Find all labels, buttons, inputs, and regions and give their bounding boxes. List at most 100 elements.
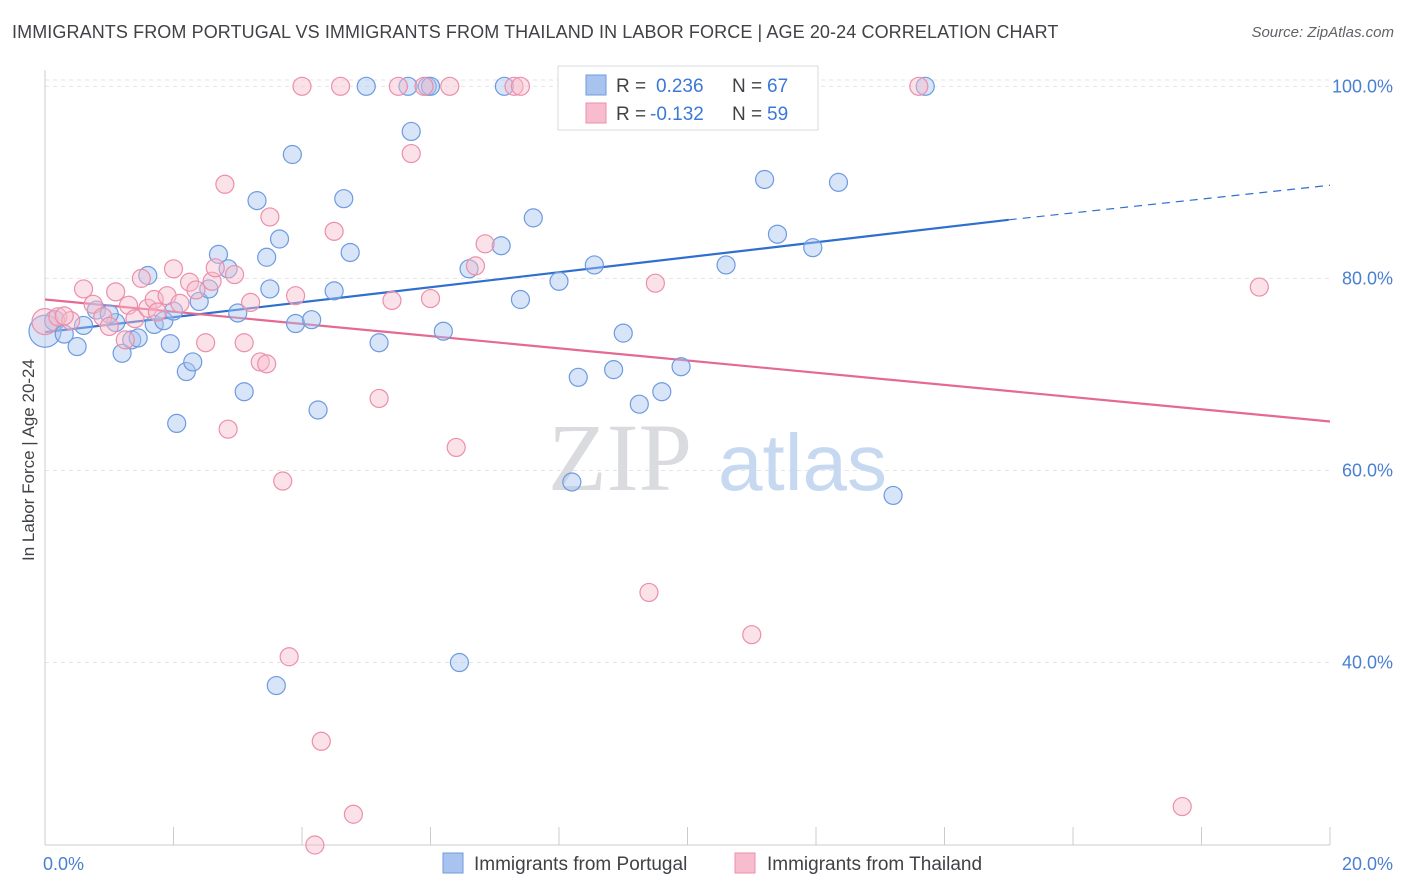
point-portugal xyxy=(883,485,903,506)
watermark: ZIP atlas xyxy=(548,404,887,511)
source-label: Source: ZipAtlas.com xyxy=(1251,24,1394,41)
point-portugal xyxy=(334,189,354,209)
point-thailand xyxy=(179,272,200,292)
point-thailand xyxy=(54,306,74,326)
bottom-legend-swatch-portugal xyxy=(442,852,464,874)
legend-swatch-thailand xyxy=(585,102,607,124)
point-portugal xyxy=(584,255,604,275)
y-tick-label: 100.0% xyxy=(1332,76,1393,96)
x-tick-label: 0.0% xyxy=(43,854,84,874)
point-thailand xyxy=(742,625,762,645)
chart-title: IMMIGRANTS FROM PORTUGAL VS IMMIGRANTS F… xyxy=(12,22,1059,42)
point-thailand xyxy=(170,293,190,313)
legend-n-value-thailand: 59 xyxy=(767,104,788,125)
legend-r-value-thailand: -0.132 xyxy=(650,104,704,125)
point-thailand xyxy=(324,221,344,241)
point-portugal xyxy=(604,360,624,380)
legend-n-label-thailand: N = xyxy=(732,104,762,125)
point-thailand xyxy=(215,174,235,194)
point-portugal xyxy=(369,333,389,353)
point-portugal xyxy=(828,172,849,192)
point-thailand xyxy=(241,292,261,313)
point-portugal xyxy=(754,169,775,190)
watermark-atlas: atlas xyxy=(718,418,887,507)
point-thailand xyxy=(273,471,293,491)
point-portugal xyxy=(285,313,306,334)
point-thailand xyxy=(234,333,254,353)
point-thailand xyxy=(125,309,145,329)
x-tick-marks xyxy=(44,827,1331,845)
point-portugal xyxy=(282,144,302,165)
point-thailand xyxy=(144,289,164,310)
point-thailand xyxy=(285,286,306,306)
point-thailand xyxy=(163,259,184,279)
point-thailand xyxy=(909,76,929,96)
point-portugal xyxy=(549,271,569,291)
point-thailand xyxy=(257,354,277,374)
point-portugal xyxy=(420,76,441,96)
point-portugal xyxy=(491,236,511,256)
point-thailand xyxy=(292,76,312,96)
point-portugal xyxy=(562,472,582,492)
point-thailand xyxy=(305,835,325,855)
point-portugal xyxy=(494,76,514,96)
y-tick-label: 80.0% xyxy=(1342,268,1393,288)
point-thailand xyxy=(205,258,225,278)
point-portugal xyxy=(652,382,672,402)
point-thailand xyxy=(1172,796,1192,817)
point-thailand xyxy=(260,207,280,227)
stats-legend: R = 0.236 N = 67 R = -0.132 N = 59 xyxy=(557,65,819,131)
series-legend: Immigrants from Portugal Immigrants from… xyxy=(442,852,982,875)
point-portugal xyxy=(183,352,203,372)
point-portugal xyxy=(257,247,277,267)
point-thailand xyxy=(639,582,659,603)
point-thailand xyxy=(99,316,119,337)
y-axis-label: In Labor Force | Age 20-24 xyxy=(19,359,38,561)
point-thailand xyxy=(420,288,441,309)
point-thailand xyxy=(106,282,126,302)
point-portugal xyxy=(176,361,196,382)
point-portugal xyxy=(73,315,94,336)
point-portugal xyxy=(67,336,87,357)
legend-n-value-portugal: 67 xyxy=(767,76,788,97)
point-portugal xyxy=(767,224,788,244)
legend-n-label-portugal: N = xyxy=(732,76,762,97)
point-portugal xyxy=(269,229,290,249)
point-thailand xyxy=(93,307,113,327)
point-portugal xyxy=(449,652,470,673)
y-tick-label: 40.0% xyxy=(1342,653,1393,673)
legend-swatch-portugal xyxy=(585,74,607,96)
point-portugal xyxy=(803,238,823,258)
x-tick-labels: 0.0% 20.0% xyxy=(43,854,1393,874)
point-thailand xyxy=(401,143,421,164)
point-thailand xyxy=(388,76,408,96)
point-thailand xyxy=(510,76,531,96)
legend-r-value-portugal: 0.236 xyxy=(656,76,704,97)
y-tick-label: 60.0% xyxy=(1342,460,1393,480)
points-thailand xyxy=(31,76,1269,855)
point-thailand xyxy=(147,302,168,322)
point-portugal xyxy=(401,121,421,142)
point-thailand xyxy=(224,264,245,285)
bottom-legend-label-thailand: Immigrants from Thailand xyxy=(767,854,982,875)
legend-r-label-portugal: R = xyxy=(616,76,646,97)
point-portugal xyxy=(324,281,344,301)
bottom-legend-label-portugal: Immigrants from Portugal xyxy=(474,854,687,875)
point-portugal xyxy=(523,208,543,228)
point-thailand xyxy=(382,290,402,311)
point-thailand xyxy=(414,76,434,96)
point-thailand xyxy=(440,76,460,96)
point-thailand xyxy=(330,76,351,96)
point-portugal xyxy=(247,191,267,211)
point-thailand xyxy=(131,268,151,288)
point-portugal xyxy=(915,76,935,96)
trendline-portugal xyxy=(44,218,1009,334)
point-portugal xyxy=(160,334,180,354)
point-portugal xyxy=(302,310,322,330)
point-portugal xyxy=(308,400,328,420)
point-thailand xyxy=(475,234,495,254)
point-portugal xyxy=(340,242,360,263)
point-thailand xyxy=(196,333,216,353)
point-thailand xyxy=(186,280,206,300)
